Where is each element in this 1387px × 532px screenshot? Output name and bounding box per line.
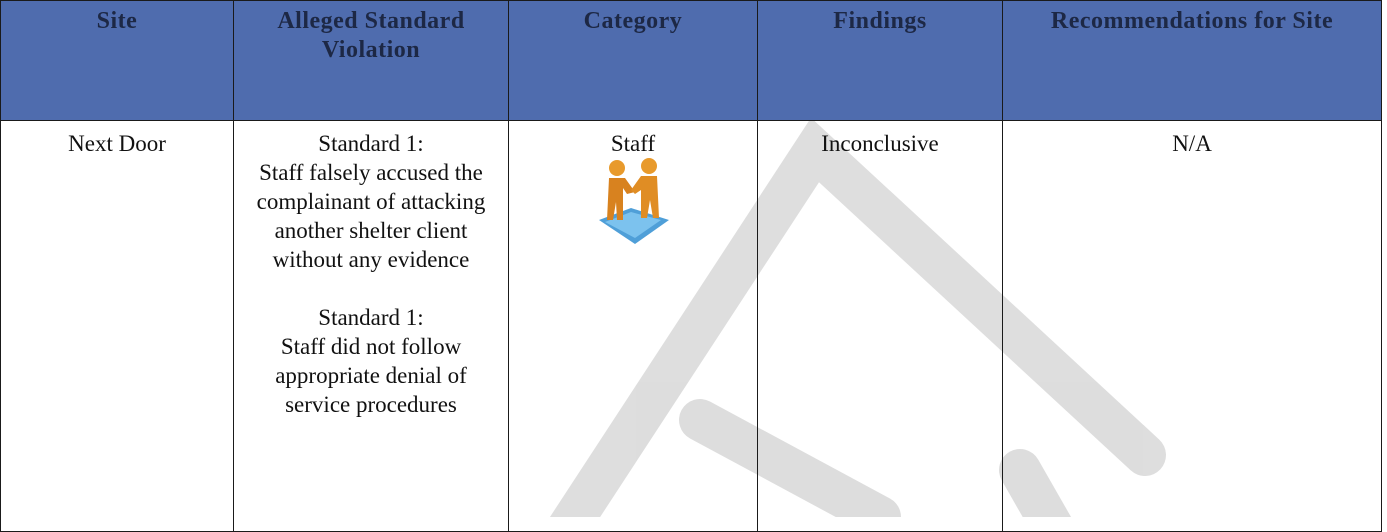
findings-cell: Inconclusive bbox=[757, 120, 1003, 532]
header-cell: Category bbox=[508, 0, 758, 121]
header-row: Site Alleged Standard Violation Category… bbox=[0, 0, 1382, 121]
figure bbox=[631, 176, 659, 218]
category: Staff bbox=[610, 131, 656, 156]
figure-head bbox=[609, 160, 625, 176]
violation-text: Staff falsely accused the complainant of… bbox=[256, 160, 486, 272]
violation-text: Staff did not follow appropriate denial … bbox=[275, 334, 467, 417]
standard: Standard 1: bbox=[318, 305, 424, 330]
category-cell: Staff bbox=[508, 120, 758, 532]
body-row: Next Door Standard 1: Staff falsely accu… bbox=[0, 120, 1382, 532]
recommendations-cell: N/A bbox=[1002, 120, 1382, 532]
site-cell: Next Door bbox=[0, 120, 234, 532]
violation: Standard 1: Staff did not follow appropr… bbox=[246, 303, 496, 419]
figure-head bbox=[641, 158, 657, 174]
standard: Standard 1: bbox=[318, 131, 424, 156]
header-cell: Recommendations for Site bbox=[1002, 0, 1382, 121]
handshake-icon bbox=[599, 158, 669, 244]
violation: Standard 1: Staff falsely accused the co… bbox=[246, 129, 496, 274]
figure bbox=[607, 178, 635, 220]
header-cell: Site bbox=[0, 0, 234, 121]
violation-cell: Standard 1: Staff falsely accused the co… bbox=[233, 120, 509, 532]
header-cell: Alleged Standard Violation bbox=[233, 0, 509, 121]
header-cell: Findings bbox=[757, 0, 1003, 121]
